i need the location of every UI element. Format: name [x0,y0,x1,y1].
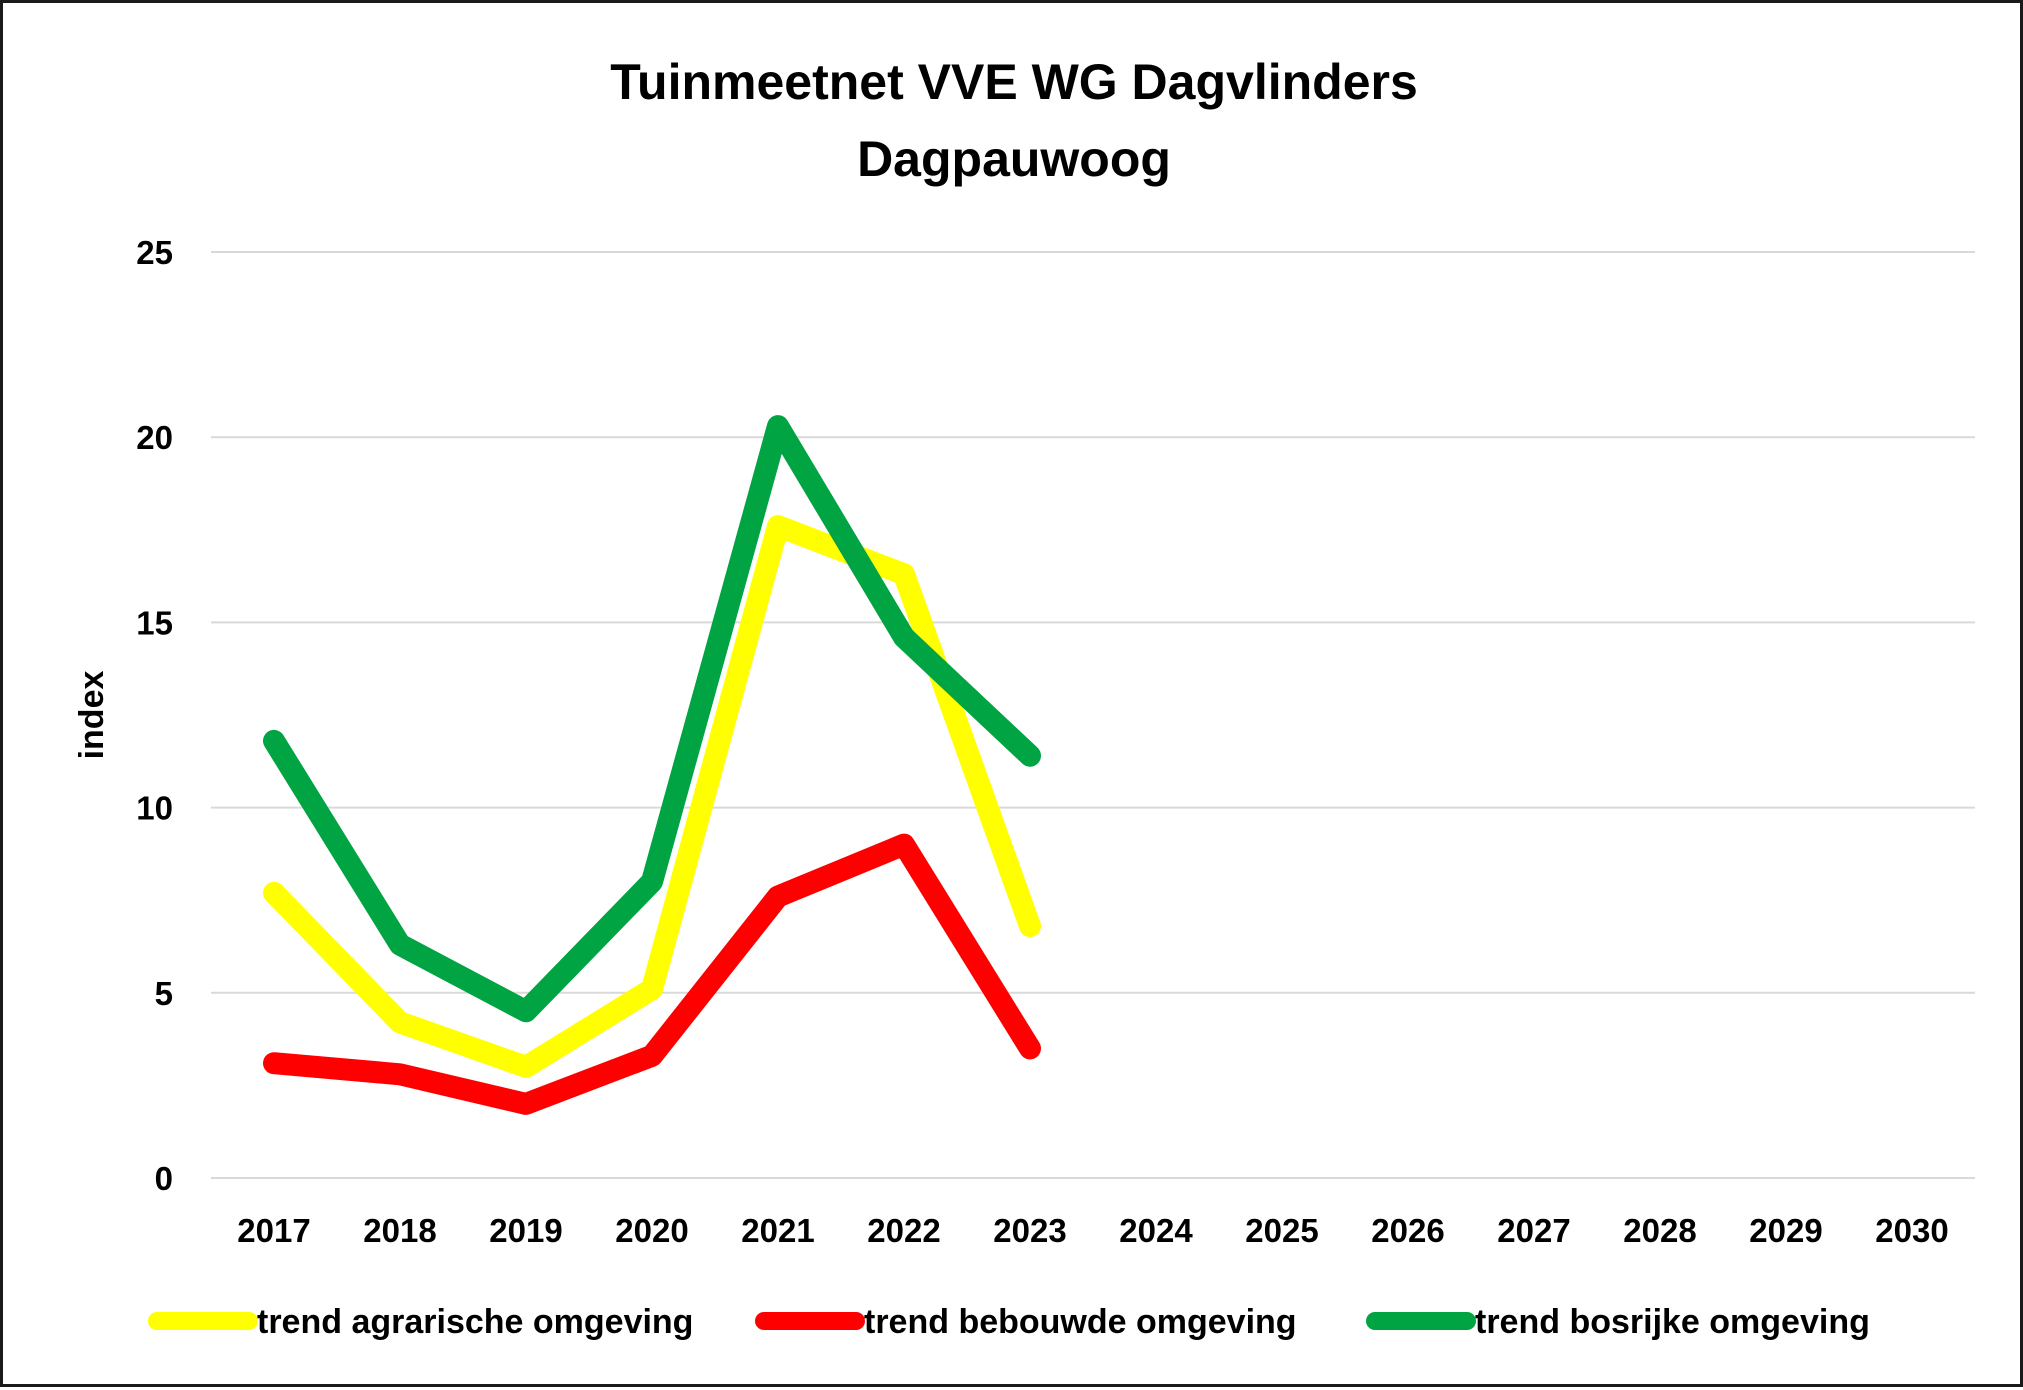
legend-label-trend-agrarische-omgeving: trend agrarische omgeving [257,1303,693,1341]
y-axis-title: index [73,671,111,760]
x-tick-label-2024: 2024 [1119,1212,1193,1249]
x-tick-label-2018: 2018 [363,1212,436,1249]
x-tick-labels: 2017 2018 2019 2020 2021 2022 2023 2024 2025 2026… [237,1212,1948,1249]
chart-svg: Tuinmeetnet VVE WG Dagvlinders Dagpauwoo… [73,54,1975,1341]
y-tick-label-5: 5 [155,975,173,1012]
y-tick-label-20: 20 [136,419,173,456]
x-tick-label-2028: 2028 [1623,1212,1696,1249]
legend: trend agrarische omgeving trend bebouwde … [148,1303,1870,1341]
legend-item-trend-bosrijke-omgeving: trend bosrijke omgeving [1366,1303,1870,1341]
x-tick-label-2025: 2025 [1245,1212,1318,1249]
chart-title-line-2: Dagpauwoog [857,131,1171,187]
chart-title-line-1: Tuinmeetnet VVE WG Dagvlinders [610,54,1418,110]
x-tick-label-2017: 2017 [237,1212,310,1249]
series-line-trend-agrarische-omgeving [263,515,1041,1078]
x-tick-label-2029: 2029 [1749,1212,1822,1249]
series-line-trend-bosrijke-omgeving [263,415,1041,1023]
y-tick-label-10: 10 [136,790,173,827]
x-tick-label-2020: 2020 [615,1212,688,1249]
legend-label-trend-bosrijke-omgeving: trend bosrijke omgeving [1475,1303,1870,1341]
x-tick-label-2027: 2027 [1497,1212,1570,1249]
y-tick-labels: 0 5 10 15 20 25 [136,234,173,1197]
legend-item-trend-agrarische-omgeving: trend agrarische omgeving [148,1303,693,1341]
x-tick-label-2022: 2022 [867,1212,940,1249]
legend-item-trend-bebouwde-omgeving: trend bebouwde omgeving [755,1303,1297,1341]
y-tick-label-25: 25 [136,234,173,271]
x-tick-label-2030: 2030 [1875,1212,1948,1249]
y-tick-label-0: 0 [155,1160,173,1197]
series-lines [263,415,1041,1115]
x-tick-label-2019: 2019 [489,1212,562,1249]
x-tick-label-2023: 2023 [993,1212,1066,1249]
x-tick-label-2021: 2021 [741,1212,814,1249]
legend-label-trend-bebouwde-omgeving: trend bebouwde omgeving [864,1303,1297,1341]
y-tick-label-15: 15 [136,604,173,641]
x-tick-label-2026: 2026 [1371,1212,1444,1249]
series-line-trend-bebouwde-omgeving [263,833,1041,1115]
